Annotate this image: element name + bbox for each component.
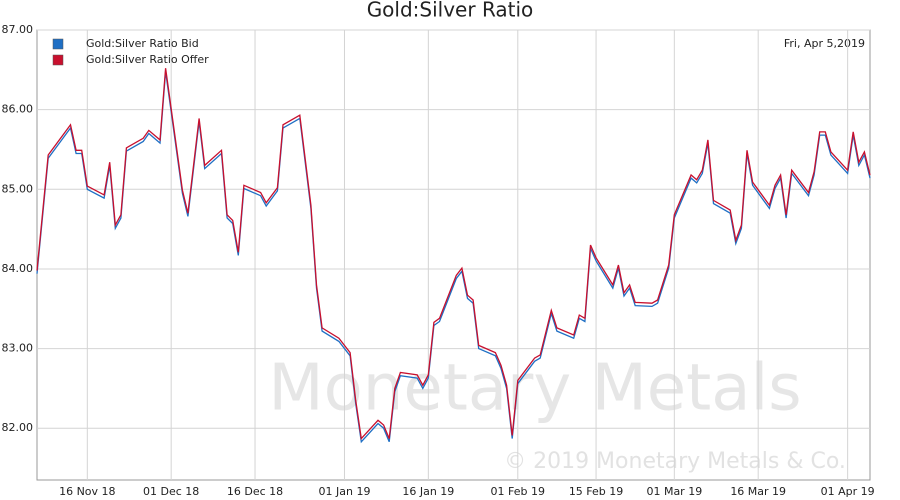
legend-label: Gold:Silver Ratio Bid [86,37,199,50]
x-tick-label: 01 Dec 18 [143,485,199,498]
x-tick-label: 16 Mar 19 [730,485,786,498]
chart-title: Gold:Silver Ratio [367,0,534,22]
y-tick-label: 82.00 [2,421,34,434]
legend-label: Gold:Silver Ratio Offer [86,53,209,66]
x-tick-label: 01 Apr 19 [821,485,875,498]
y-tick-label: 85.00 [2,182,34,195]
x-tick-label: 16 Dec 18 [227,485,283,498]
x-tick-label: 01 Mar 19 [646,485,702,498]
x-tick-label: 16 Jan 19 [402,485,454,498]
legend-swatch [52,38,64,50]
annotation: Fri, Apr 5,2019 [784,37,865,50]
y-tick-label: 86.00 [2,103,34,116]
x-tick-label: 15 Feb 19 [569,485,623,498]
y-tick-label: 83.00 [2,342,34,355]
x-tick-label: 16 Nov 18 [59,485,115,498]
x-tick-label: 01 Jan 19 [319,485,371,498]
watermark: Monetary Metals [268,352,801,426]
x-tick-label: 01 Feb 19 [491,485,545,498]
y-tick-label: 87.00 [2,23,34,36]
copyright: © 2019 Monetary Metals & Co. [504,449,846,474]
series-line [36,68,871,441]
legend-swatch [52,54,64,66]
y-tick-label: 84.00 [2,262,34,275]
